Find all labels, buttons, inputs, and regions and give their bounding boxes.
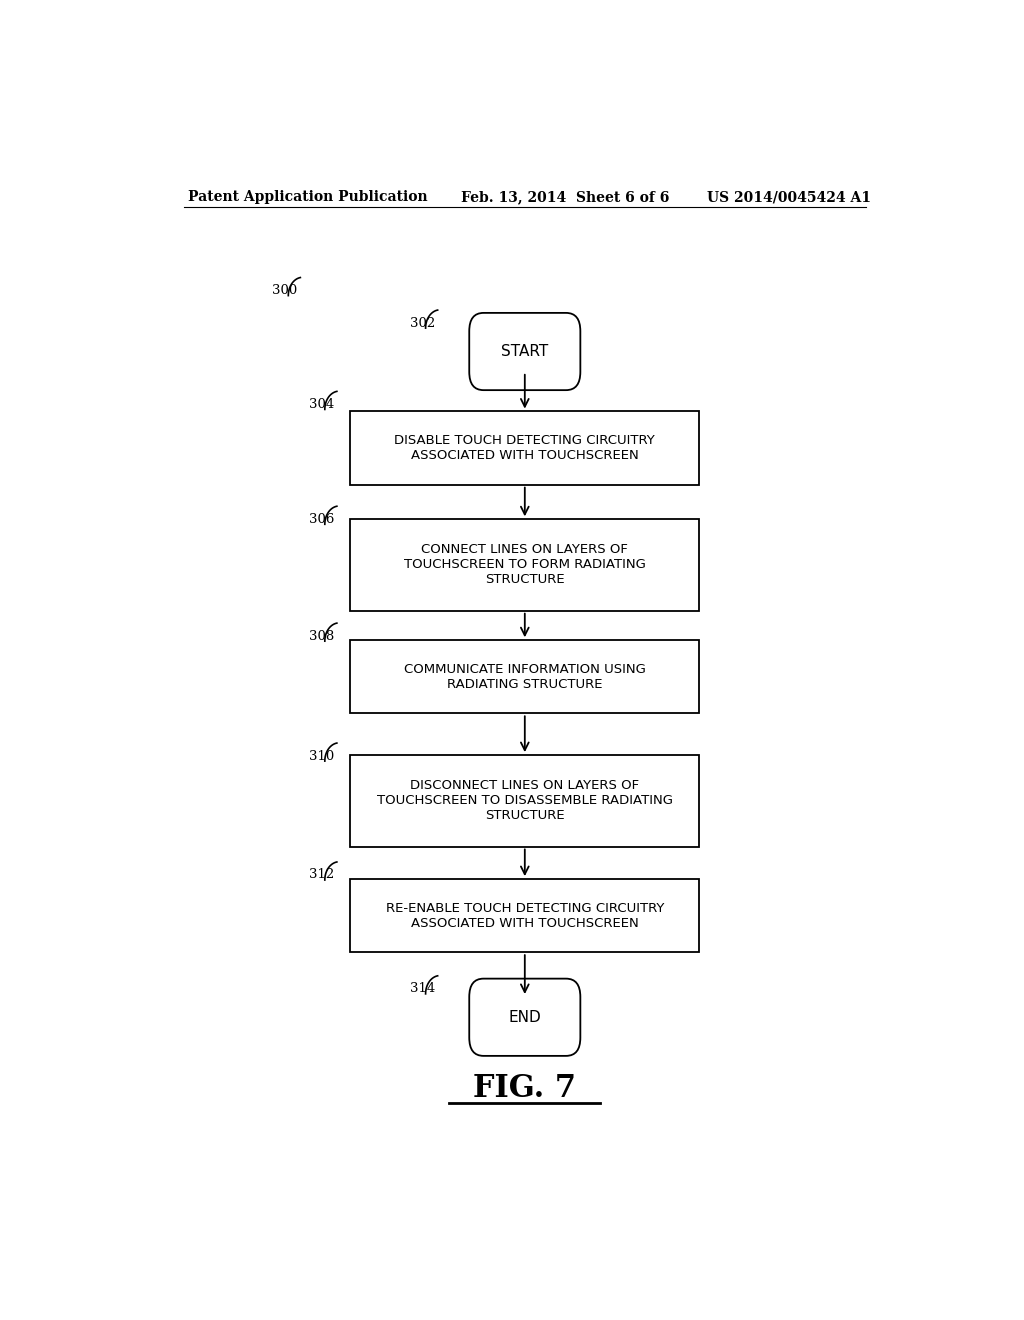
Text: FIG. 7: FIG. 7 — [473, 1073, 577, 1104]
Text: END: END — [509, 1010, 541, 1024]
FancyBboxPatch shape — [350, 755, 699, 846]
Text: 302: 302 — [410, 317, 435, 330]
FancyBboxPatch shape — [350, 640, 699, 713]
FancyBboxPatch shape — [350, 519, 699, 611]
Text: Patent Application Publication: Patent Application Publication — [187, 190, 427, 205]
Text: 314: 314 — [410, 982, 435, 995]
FancyBboxPatch shape — [469, 978, 581, 1056]
Text: DISABLE TOUCH DETECTING CIRCUITRY
ASSOCIATED WITH TOUCHSCREEN: DISABLE TOUCH DETECTING CIRCUITRY ASSOCI… — [394, 434, 655, 462]
Text: 308: 308 — [309, 630, 334, 643]
Text: DISCONNECT LINES ON LAYERS OF
TOUCHSCREEN TO DISASSEMBLE RADIATING
STRUCTURE: DISCONNECT LINES ON LAYERS OF TOUCHSCREE… — [377, 779, 673, 822]
Text: CONNECT LINES ON LAYERS OF
TOUCHSCREEN TO FORM RADIATING
STRUCTURE: CONNECT LINES ON LAYERS OF TOUCHSCREEN T… — [403, 544, 646, 586]
Text: 312: 312 — [309, 869, 334, 882]
Text: US 2014/0045424 A1: US 2014/0045424 A1 — [708, 190, 871, 205]
FancyBboxPatch shape — [350, 879, 699, 952]
Text: RE-ENABLE TOUCH DETECTING CIRCUITRY
ASSOCIATED WITH TOUCHSCREEN: RE-ENABLE TOUCH DETECTING CIRCUITRY ASSO… — [386, 902, 664, 929]
Text: COMMUNICATE INFORMATION USING
RADIATING STRUCTURE: COMMUNICATE INFORMATION USING RADIATING … — [403, 663, 646, 690]
Text: 304: 304 — [309, 397, 334, 411]
FancyBboxPatch shape — [350, 412, 699, 484]
Text: 306: 306 — [309, 512, 334, 525]
FancyBboxPatch shape — [469, 313, 581, 391]
Text: 310: 310 — [309, 750, 334, 763]
Text: Feb. 13, 2014  Sheet 6 of 6: Feb. 13, 2014 Sheet 6 of 6 — [461, 190, 670, 205]
Text: 300: 300 — [272, 284, 298, 297]
Text: START: START — [501, 345, 549, 359]
